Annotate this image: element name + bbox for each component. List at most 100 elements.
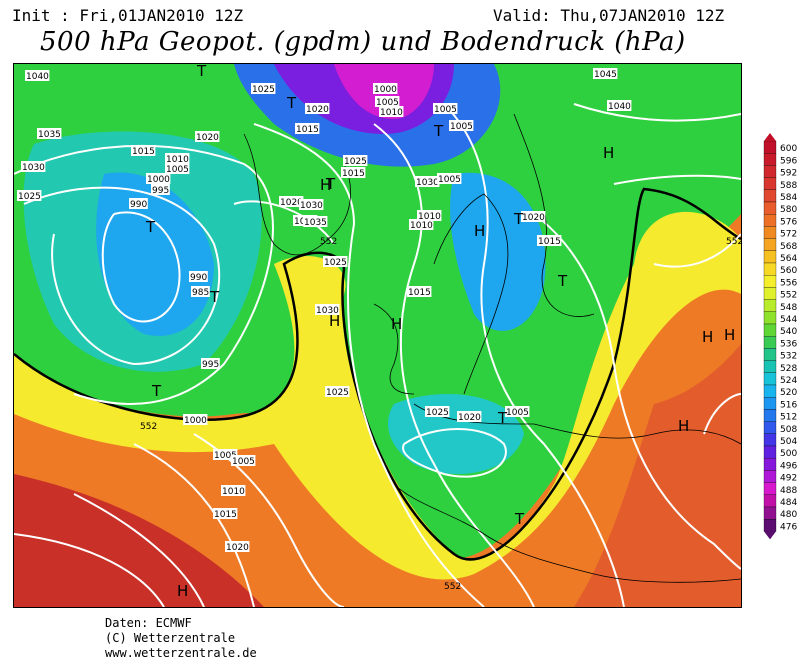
pressure-value-label: 1015 <box>296 125 319 135</box>
legend-level-label: 512 <box>780 413 797 423</box>
legend-level-label: 528 <box>780 364 797 374</box>
pressure-center-low: T <box>151 382 162 400</box>
pressure-value-label: 1010 <box>222 487 245 497</box>
legend-level-label: 488 <box>780 486 797 496</box>
credit-website: www.wetterzentrale.de <box>105 646 257 660</box>
isobars <box>14 103 741 607</box>
legend-swatch <box>763 360 777 373</box>
label-box <box>146 173 171 184</box>
pressure-center-low: T <box>209 288 220 306</box>
pressure-center-low: T <box>145 218 156 236</box>
label-box <box>607 100 632 111</box>
legend-swatch <box>763 506 777 520</box>
legend-level-label: 580 <box>780 205 797 215</box>
label-box <box>201 358 220 369</box>
legend-level-label: 584 <box>780 193 797 203</box>
legend-swatch <box>763 250 777 264</box>
pressure-value-label: 1005 <box>434 105 457 115</box>
pressure-center-low: T <box>514 510 525 528</box>
pressure-value-label: 990 <box>130 200 147 210</box>
pressure-value-label: 1030 <box>316 306 339 316</box>
pressure-value-label: 1025 <box>326 388 349 398</box>
pressure-center-low: T <box>557 272 568 290</box>
field-east-warm <box>574 344 741 607</box>
legend-level-label: 524 <box>780 376 797 386</box>
legend-swatch <box>763 177 777 190</box>
label-box <box>195 131 220 142</box>
legend-level-label: 500 <box>780 449 797 459</box>
gpdm-contour-label: 552 <box>140 422 157 432</box>
label-box <box>131 145 156 156</box>
field-med-cyan <box>388 394 524 474</box>
pressure-value-label: 1030 <box>300 201 323 211</box>
label-box <box>213 508 238 519</box>
label-box <box>225 541 250 552</box>
label-box <box>375 96 400 107</box>
pressure-value-label: 1000 <box>184 416 207 426</box>
pressure-center-high: H <box>177 582 188 600</box>
pressure-value-label: 1010 <box>380 108 403 118</box>
label-box <box>521 211 546 222</box>
legend-swatch <box>763 189 777 203</box>
label-box <box>341 167 366 178</box>
label-box <box>437 173 462 184</box>
legend-level-label: 516 <box>780 400 797 410</box>
legend-swatch <box>763 201 777 215</box>
field-deep-south <box>14 474 264 607</box>
legend-level-label: 592 <box>780 169 797 179</box>
pressure-center-low: T <box>433 122 444 140</box>
label-box <box>457 411 482 422</box>
pressure-center-high: H <box>329 312 340 330</box>
pressure-value-label: 1020 <box>280 198 303 208</box>
legend-level-label: 552 <box>780 291 797 301</box>
field-warm-south <box>14 214 741 607</box>
pressure-center-high: H <box>320 176 331 194</box>
field-yellow-band <box>14 211 741 580</box>
pressure-value-label: 1005 <box>214 451 237 461</box>
pressure-value-label: 1020 <box>306 105 329 115</box>
label-box <box>251 83 276 94</box>
pressure-value-label: 995 <box>202 360 219 370</box>
legend-swatch <box>763 262 777 276</box>
label-box <box>25 70 50 81</box>
pressure-value-label: 1005 <box>506 408 529 418</box>
legend-swatch <box>763 494 777 508</box>
gpdm-contour-label: 552 <box>444 582 461 592</box>
legend-cap-bottom <box>764 531 776 540</box>
legend-level-label: 600 <box>780 144 797 154</box>
legend-level-label: 504 <box>780 437 797 447</box>
legend-level-label: 544 <box>780 315 797 325</box>
label-box <box>433 103 458 114</box>
pressure-value-label: 1015 <box>408 288 431 298</box>
label-box <box>151 184 170 195</box>
pressure-value-label: 1005 <box>376 98 399 108</box>
gpdm-contour-label: 552 <box>726 237 742 247</box>
pressure-center-low: T <box>325 175 336 193</box>
pressure-value-label: 1025 <box>252 85 275 95</box>
pressure-value-label: 1015 <box>342 169 365 179</box>
pressure-center-low: T <box>497 409 508 427</box>
legend-level-label: 536 <box>780 339 797 349</box>
label-box <box>449 120 474 131</box>
legend-swatch <box>763 226 777 239</box>
legend-level-label: 496 <box>780 461 797 471</box>
legend-swatch <box>763 153 777 166</box>
label-box <box>325 386 350 397</box>
label-box <box>213 449 238 460</box>
legend-swatch <box>763 323 777 337</box>
label-box <box>379 106 404 117</box>
legend-swatch <box>763 275 777 288</box>
label-box <box>183 414 208 425</box>
legend-swatch <box>763 311 777 325</box>
init-time: Init : Fri,01JAN2010 12Z <box>12 6 244 25</box>
label-box <box>165 163 190 174</box>
pressure-value-label: 990 <box>190 273 207 283</box>
pressure-value-label: 1015 <box>538 237 561 247</box>
label-box <box>221 485 246 496</box>
label-box <box>191 286 210 297</box>
label-box <box>417 210 442 221</box>
label-box <box>537 235 562 246</box>
pressure-value-label: 1025 <box>426 408 449 418</box>
legend-swatch <box>763 336 777 349</box>
pressure-value-label: 1010 <box>418 212 441 222</box>
